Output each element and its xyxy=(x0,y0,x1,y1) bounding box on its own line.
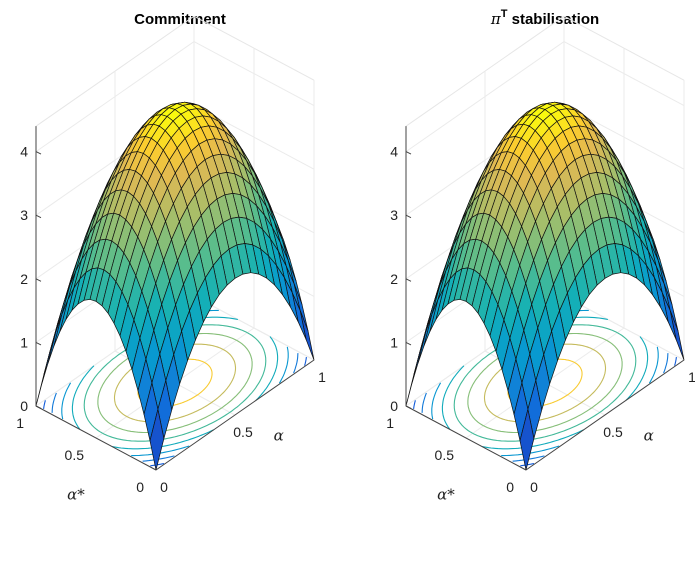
z-tick-label: 3 xyxy=(390,207,398,223)
x-axis-label: α xyxy=(274,427,284,445)
surface-patch xyxy=(149,408,165,471)
x-tick-label: 0 xyxy=(530,479,538,495)
contour-line xyxy=(304,357,307,366)
x-tick-label: 1 xyxy=(688,369,695,385)
chart-title: πT stabilisation xyxy=(490,8,599,28)
x-axis-line xyxy=(155,359,315,471)
surface-patch xyxy=(669,309,685,361)
z-tick-label: 4 xyxy=(390,144,398,160)
y-axis-line xyxy=(405,405,527,471)
grid-line xyxy=(563,295,685,361)
x-tick-label: 0.5 xyxy=(233,424,253,440)
contour-line xyxy=(625,336,649,401)
surface xyxy=(405,101,685,471)
y-tick-label: 1 xyxy=(16,415,24,431)
y-axis-label: α* xyxy=(67,486,85,504)
z-tick-label: 1 xyxy=(390,334,398,350)
z-tick xyxy=(35,405,42,409)
z-tick-label: 3 xyxy=(20,207,28,223)
contour-line xyxy=(43,400,46,409)
contour-line xyxy=(278,346,289,384)
z-tick xyxy=(405,405,412,409)
title-pi: π xyxy=(490,10,502,28)
z-tick xyxy=(35,278,42,282)
z-tick-label: 2 xyxy=(390,271,398,287)
y-tick-label: 0 xyxy=(136,479,144,495)
title-rest: stabilisation xyxy=(507,11,599,28)
surface xyxy=(35,101,315,471)
x-tick-label: 0.5 xyxy=(603,424,623,440)
y-axis-line xyxy=(35,405,157,471)
x-tick-label: 0 xyxy=(160,479,168,495)
z-tick xyxy=(35,341,42,346)
y-tick-label: 0.5 xyxy=(65,447,85,463)
contour-line xyxy=(255,336,279,401)
contour-line xyxy=(61,382,72,420)
z-tick xyxy=(35,151,42,155)
contour-line xyxy=(674,357,677,366)
z-tick xyxy=(405,214,412,219)
z-tick-label: 1 xyxy=(20,334,28,350)
contour-line xyxy=(71,365,95,430)
contour-line xyxy=(648,346,659,384)
chart-title: Commitment xyxy=(134,11,226,28)
surface-patch xyxy=(299,309,315,361)
z-tick-label: 0 xyxy=(20,398,28,414)
contour-line xyxy=(51,392,57,413)
y-tick-label: 1 xyxy=(386,415,394,431)
z-tick-label: 4 xyxy=(20,144,28,160)
z-tick-label: 2 xyxy=(20,271,28,287)
contour-line xyxy=(441,365,465,430)
contour-line xyxy=(663,353,669,374)
x-tick-label: 1 xyxy=(318,369,326,385)
contour-line xyxy=(293,353,299,374)
z-tick xyxy=(35,214,42,219)
z-tick xyxy=(405,341,412,346)
surface-patch xyxy=(519,408,535,471)
title-superscript: T xyxy=(501,8,508,20)
z-tick xyxy=(405,151,412,155)
contour-line xyxy=(413,400,416,409)
y-tick-label: 0 xyxy=(506,479,514,495)
contour-line xyxy=(431,382,442,420)
x-axis-line xyxy=(525,359,685,471)
contour-line xyxy=(421,392,427,413)
grid-line xyxy=(193,295,315,361)
z-tick xyxy=(405,278,412,282)
y-tick-label: 0.5 xyxy=(435,447,455,463)
z-tick-label: 0 xyxy=(390,398,398,414)
x-axis-label: α xyxy=(644,427,654,445)
y-axis-label: α* xyxy=(437,486,455,504)
